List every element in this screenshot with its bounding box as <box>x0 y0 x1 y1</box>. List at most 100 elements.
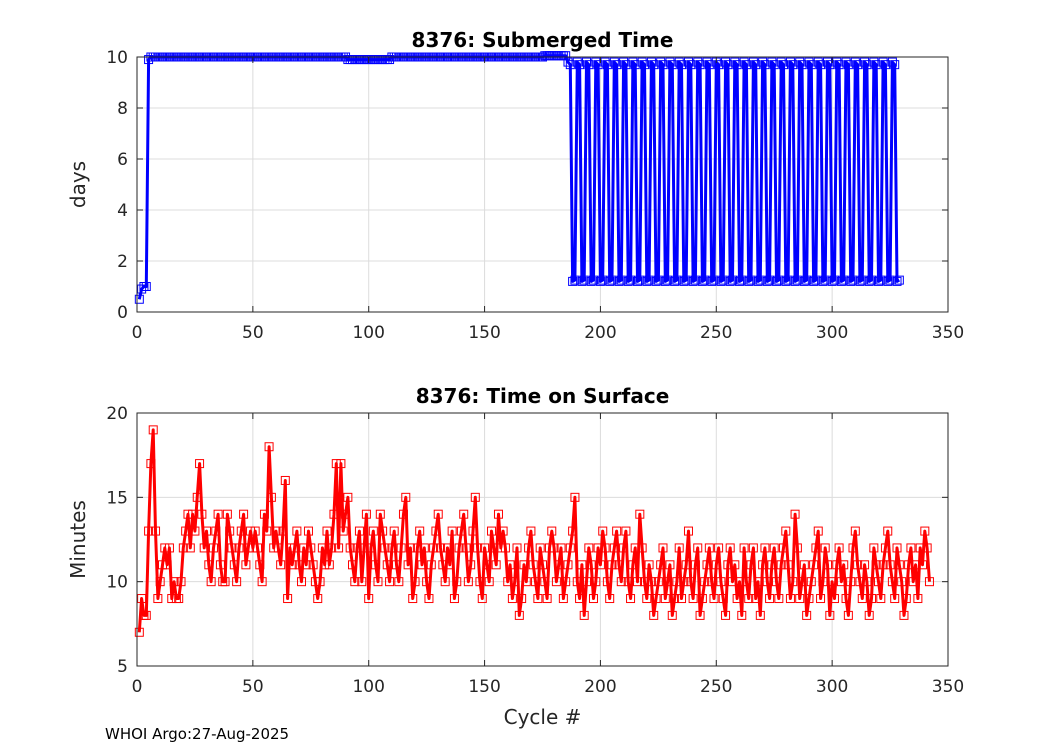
data-point <box>665 57 675 67</box>
data-point <box>213 509 223 519</box>
data-point <box>728 275 738 285</box>
data-point <box>385 577 395 587</box>
data-point <box>704 60 714 70</box>
data-point <box>829 594 839 604</box>
data-point <box>151 526 161 536</box>
data-point <box>693 57 703 67</box>
data-point <box>871 560 881 570</box>
data-point <box>892 276 902 286</box>
data-point <box>468 526 478 536</box>
data-point <box>843 60 853 70</box>
y-tick-label: 10 <box>106 573 128 593</box>
data-point <box>841 594 851 604</box>
data-point <box>649 60 659 70</box>
data-point <box>153 594 163 604</box>
data-point <box>484 577 494 587</box>
data-point <box>470 492 480 502</box>
data-point <box>633 276 643 286</box>
data-point <box>350 577 360 587</box>
data-point <box>839 560 849 570</box>
data-point <box>690 275 700 285</box>
data-point <box>792 275 802 285</box>
data-point <box>718 275 728 285</box>
data-point <box>721 610 731 620</box>
data-point <box>202 526 212 536</box>
data-point <box>649 610 659 620</box>
data-point <box>394 577 404 587</box>
data-point <box>424 594 434 604</box>
data-point <box>809 276 819 286</box>
data-point <box>598 275 608 285</box>
data-point <box>619 57 629 67</box>
data-point <box>753 276 763 286</box>
data-point <box>577 560 587 570</box>
data-point <box>630 543 640 553</box>
data-point <box>565 543 575 553</box>
data-point <box>899 610 909 620</box>
data-point <box>579 275 589 285</box>
data-point <box>693 543 703 553</box>
data-point <box>913 594 923 604</box>
data-point <box>285 543 295 553</box>
data-point <box>718 594 728 604</box>
data-point <box>862 60 872 70</box>
data-point <box>211 526 221 536</box>
data-point <box>549 543 559 553</box>
data-point <box>561 577 571 587</box>
x-tick-label: 100 <box>352 323 384 343</box>
data-point <box>607 560 617 570</box>
data-point <box>442 543 452 553</box>
data-point <box>336 459 346 469</box>
data-point <box>853 560 863 570</box>
data-point <box>894 560 904 570</box>
data-point <box>885 275 895 285</box>
data-point <box>663 577 673 587</box>
series-markers <box>134 51 904 304</box>
data-point <box>688 594 698 604</box>
data-point <box>215 560 225 570</box>
data-point <box>769 60 779 70</box>
data-point <box>493 509 503 519</box>
data-point <box>702 560 712 570</box>
data-point <box>707 577 717 587</box>
data-point <box>612 526 622 536</box>
data-point <box>679 276 689 286</box>
data-point <box>630 60 640 70</box>
data-point <box>259 509 269 519</box>
data-point <box>820 543 830 553</box>
data-point <box>762 577 772 587</box>
data-point <box>855 577 865 587</box>
data-point <box>646 577 656 587</box>
x-tick-label: 50 <box>242 323 264 343</box>
data-point <box>695 610 705 620</box>
data-point <box>206 577 216 587</box>
data-point <box>848 275 858 285</box>
data-point <box>239 509 249 519</box>
data-point <box>732 60 742 70</box>
data-point <box>563 560 573 570</box>
data-point <box>542 594 552 604</box>
data-point <box>728 577 738 587</box>
data-point <box>823 560 833 570</box>
data-point <box>565 60 575 70</box>
data-point <box>591 57 601 67</box>
data-point <box>751 594 761 604</box>
data-point <box>382 560 392 570</box>
data-point <box>538 560 547 570</box>
data-point <box>748 57 758 67</box>
data-point <box>208 543 218 553</box>
data-point <box>551 577 561 587</box>
data-point <box>408 594 418 604</box>
data-point <box>459 509 469 519</box>
data-point <box>137 594 147 604</box>
data-point <box>823 57 833 67</box>
data-point <box>431 526 441 536</box>
data-point <box>674 57 684 67</box>
data-point <box>535 543 545 553</box>
data-point <box>137 284 147 294</box>
data-point <box>741 60 751 70</box>
data-point <box>818 276 828 286</box>
data-point <box>860 560 870 570</box>
data-point <box>887 57 897 67</box>
data-series <box>134 425 934 637</box>
